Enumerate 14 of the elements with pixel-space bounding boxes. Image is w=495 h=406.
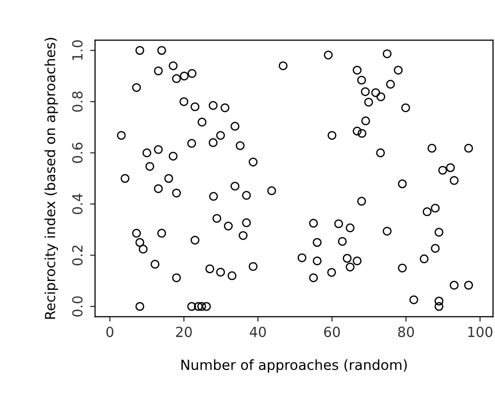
x-tick-label: 100 bbox=[468, 326, 492, 338]
x-tick-label: 40 bbox=[250, 326, 266, 338]
y-tick-label: 0.8 bbox=[72, 92, 83, 112]
y-tick-label: 0.4 bbox=[72, 194, 83, 214]
y-tick-label: 0.0 bbox=[72, 296, 83, 317]
y-axis-title: Reciprocity index (based on approaches) bbox=[44, 38, 58, 319]
y-tick-label: 1.0 bbox=[72, 40, 83, 60]
x-tick-label: 0 bbox=[106, 326, 114, 338]
x-tick-label: 20 bbox=[176, 326, 192, 338]
y-tick-label: 0.2 bbox=[72, 246, 83, 266]
x-axis-title: Number of approaches (random) bbox=[181, 359, 407, 373]
x-tick-label: 80 bbox=[398, 326, 414, 338]
x-tick-label: 60 bbox=[324, 326, 340, 338]
y-tick-label: 0.6 bbox=[72, 142, 83, 163]
